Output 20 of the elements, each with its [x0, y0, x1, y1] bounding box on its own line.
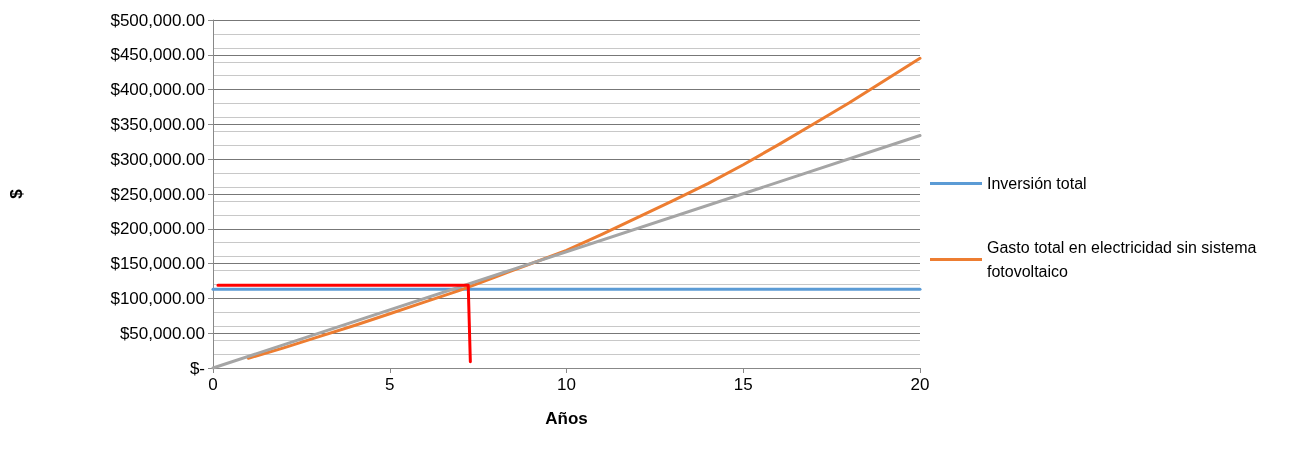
y-tick-label: $200,000.00	[110, 219, 205, 239]
y-tick-label: $450,000.00	[110, 45, 205, 65]
legend-label: Inversión total	[987, 175, 1087, 192]
x-tick-label: 10	[557, 375, 576, 394]
y-tick-label: $250,000.00	[110, 184, 205, 204]
y-tick-label: $350,000.00	[110, 114, 205, 134]
x-tick-label: 5	[385, 375, 395, 394]
x-axis-title: Años	[545, 409, 588, 428]
x-tick-label: 0	[208, 375, 218, 394]
x-tick-label: 20	[910, 375, 930, 394]
x-tick-label: 15	[733, 375, 753, 394]
y-tick-label: $300,000.00	[110, 149, 205, 169]
y-axis-title: $	[7, 188, 26, 199]
y-tick-label: $150,000.00	[110, 254, 205, 274]
y-tick-label: $50,000.00	[119, 323, 205, 343]
legend-label: Gasto total en electricidad sin sistema fotovoltaico	[987, 239, 1261, 280]
y-tick-label: $500,000.00	[110, 10, 205, 30]
y-tick-label: $100,000.00	[110, 288, 205, 308]
y-tick-label: $-	[189, 358, 205, 378]
y-tick-label: $400,000.00	[110, 80, 205, 100]
